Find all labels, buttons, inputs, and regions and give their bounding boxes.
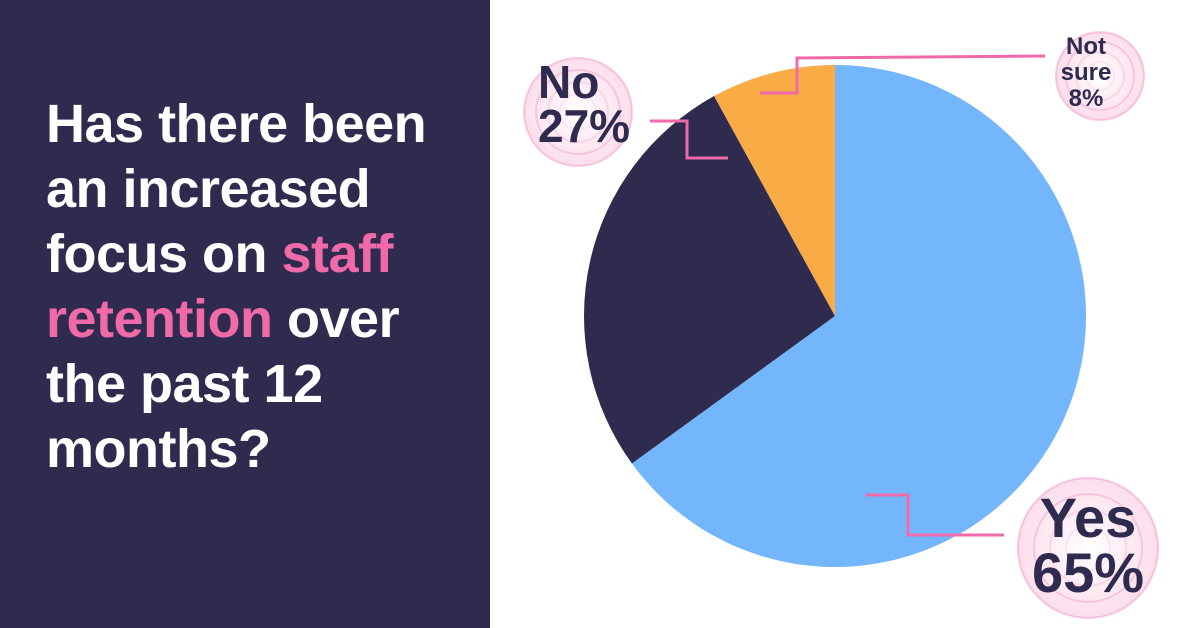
label-not-sure-value: 8% — [1069, 85, 1104, 112]
rings-yes-circle — [1033, 493, 1143, 603]
label-no: No 27% — [538, 56, 630, 152]
rings-no-circle — [559, 93, 597, 131]
pie-chart-svg: No 27% Not sure 8% Yes 65% — [523, 31, 1159, 619]
question-part-1: Has there been an increased focus on — [46, 94, 427, 284]
rings-yes-glow — [1018, 478, 1158, 618]
label-yes: Yes 65% — [1032, 486, 1144, 604]
rings-no-circle — [547, 81, 609, 143]
rings-yes-circle — [1017, 477, 1159, 619]
leader-no — [650, 119, 728, 160]
rings-not-sure-circle — [1065, 41, 1135, 111]
label-not-sure-name-2: sure — [1061, 59, 1112, 86]
label-yes-value: 65% — [1032, 541, 1144, 604]
label-no-name: No — [538, 56, 599, 108]
rings-not-sure-glow — [1056, 32, 1144, 120]
rings-no — [523, 57, 633, 167]
leader-lines — [650, 54, 1046, 537]
rings-not-sure-circle — [1085, 61, 1115, 91]
rings-yes-circle — [1065, 525, 1111, 571]
rings-not-sure — [1055, 31, 1145, 121]
question-part-2: over the past 12 months? — [46, 289, 400, 479]
rings-not-sure-circle — [1075, 51, 1125, 101]
rings-yes — [1017, 477, 1159, 619]
question-panel: Has there been an increased focus on sta… — [0, 0, 490, 628]
pie-slices — [584, 65, 1087, 567]
decorative-rings — [523, 31, 1159, 619]
question-text: Has there been an increased focus on sta… — [46, 92, 476, 482]
rings-no-circle — [535, 69, 621, 155]
label-no-value: 27% — [538, 100, 630, 152]
pie-slice-yes — [631, 65, 1087, 567]
question-highlight: staff retention — [46, 224, 394, 349]
leader-not-sure — [760, 54, 1046, 95]
rings-yes-circle — [1049, 509, 1127, 587]
label-not-sure: Not sure 8% — [1061, 33, 1112, 112]
pie-slice-not-sure — [714, 65, 835, 316]
rings-no-glow — [524, 58, 632, 166]
label-yes-name: Yes — [1040, 486, 1137, 549]
leader-yes — [866, 493, 1004, 537]
label-not-sure-name-1: Not — [1066, 33, 1106, 60]
pie-chart: No 27% Not sure 8% Yes 65% — [490, 0, 1200, 628]
rings-no-circle — [523, 57, 633, 167]
pie-slice-no — [584, 96, 835, 464]
rings-not-sure-circle — [1055, 31, 1145, 121]
